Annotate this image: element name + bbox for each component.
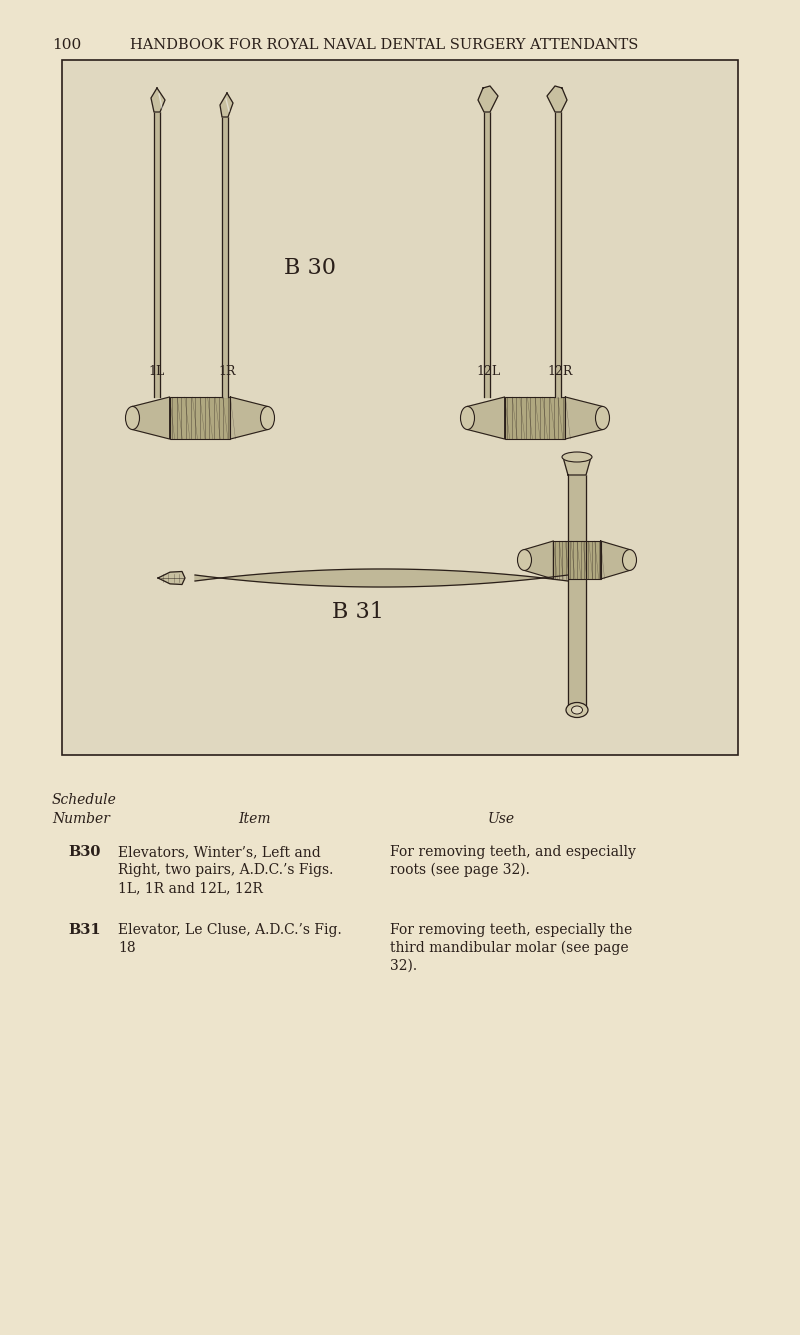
Text: B31: B31 <box>68 922 101 937</box>
Text: B 30: B 30 <box>284 258 336 279</box>
Polygon shape <box>568 475 586 710</box>
Text: third mandibular molar (see page: third mandibular molar (see page <box>390 941 629 956</box>
Text: roots (see page 32).: roots (see page 32). <box>390 862 530 877</box>
Text: Elevator, Le Cluse, A.D.C.’s Fig.: Elevator, Le Cluse, A.D.C.’s Fig. <box>118 922 342 937</box>
Text: HANDBOOK FOR ROYAL NAVAL DENTAL SURGERY ATTENDANTS: HANDBOOK FOR ROYAL NAVAL DENTAL SURGERY … <box>130 37 638 52</box>
Ellipse shape <box>261 406 274 430</box>
Text: B30: B30 <box>68 845 100 858</box>
Text: For removing teeth, especially the: For removing teeth, especially the <box>390 922 632 937</box>
Text: Schedule: Schedule <box>52 793 117 806</box>
Polygon shape <box>563 457 591 475</box>
Ellipse shape <box>571 706 582 714</box>
Text: Right, two pairs, A.D.C.’s Figs.: Right, two pairs, A.D.C.’s Figs. <box>118 862 334 877</box>
Ellipse shape <box>461 406 474 430</box>
Ellipse shape <box>566 702 588 717</box>
Text: 1R: 1R <box>218 364 236 378</box>
Polygon shape <box>133 396 170 439</box>
Bar <box>62 60 738 756</box>
Polygon shape <box>555 112 561 396</box>
Text: 18: 18 <box>118 941 136 955</box>
Polygon shape <box>566 396 602 439</box>
Bar <box>505 396 566 439</box>
Polygon shape <box>154 112 160 396</box>
Text: Use: Use <box>488 812 515 826</box>
Ellipse shape <box>622 550 637 570</box>
Text: 1L: 1L <box>149 364 165 378</box>
Text: For removing teeth, and especially: For removing teeth, and especially <box>390 845 636 858</box>
Text: 12R: 12R <box>547 364 573 378</box>
Polygon shape <box>230 396 267 439</box>
Polygon shape <box>158 571 185 585</box>
Text: 32).: 32). <box>390 959 417 973</box>
Bar <box>170 396 230 439</box>
Text: 1L, 1R and 12L, 12R: 1L, 1R and 12L, 12R <box>118 881 263 894</box>
Polygon shape <box>195 569 568 587</box>
Bar <box>554 541 601 579</box>
Text: Number: Number <box>52 812 110 826</box>
Polygon shape <box>525 541 554 579</box>
Polygon shape <box>484 112 490 396</box>
Text: Elevators, Winter’s, Left and: Elevators, Winter’s, Left and <box>118 845 321 858</box>
Ellipse shape <box>126 406 139 430</box>
Text: 100: 100 <box>52 37 82 52</box>
Polygon shape <box>467 396 505 439</box>
Polygon shape <box>601 541 630 579</box>
Ellipse shape <box>518 550 531 570</box>
Polygon shape <box>478 85 498 112</box>
Polygon shape <box>222 117 228 396</box>
Text: Item: Item <box>238 812 270 826</box>
Text: B 31: B 31 <box>332 601 384 623</box>
Text: 12L: 12L <box>477 364 501 378</box>
Polygon shape <box>220 93 233 117</box>
Ellipse shape <box>595 406 610 430</box>
Polygon shape <box>547 85 567 112</box>
Ellipse shape <box>562 453 592 462</box>
Polygon shape <box>151 88 165 112</box>
